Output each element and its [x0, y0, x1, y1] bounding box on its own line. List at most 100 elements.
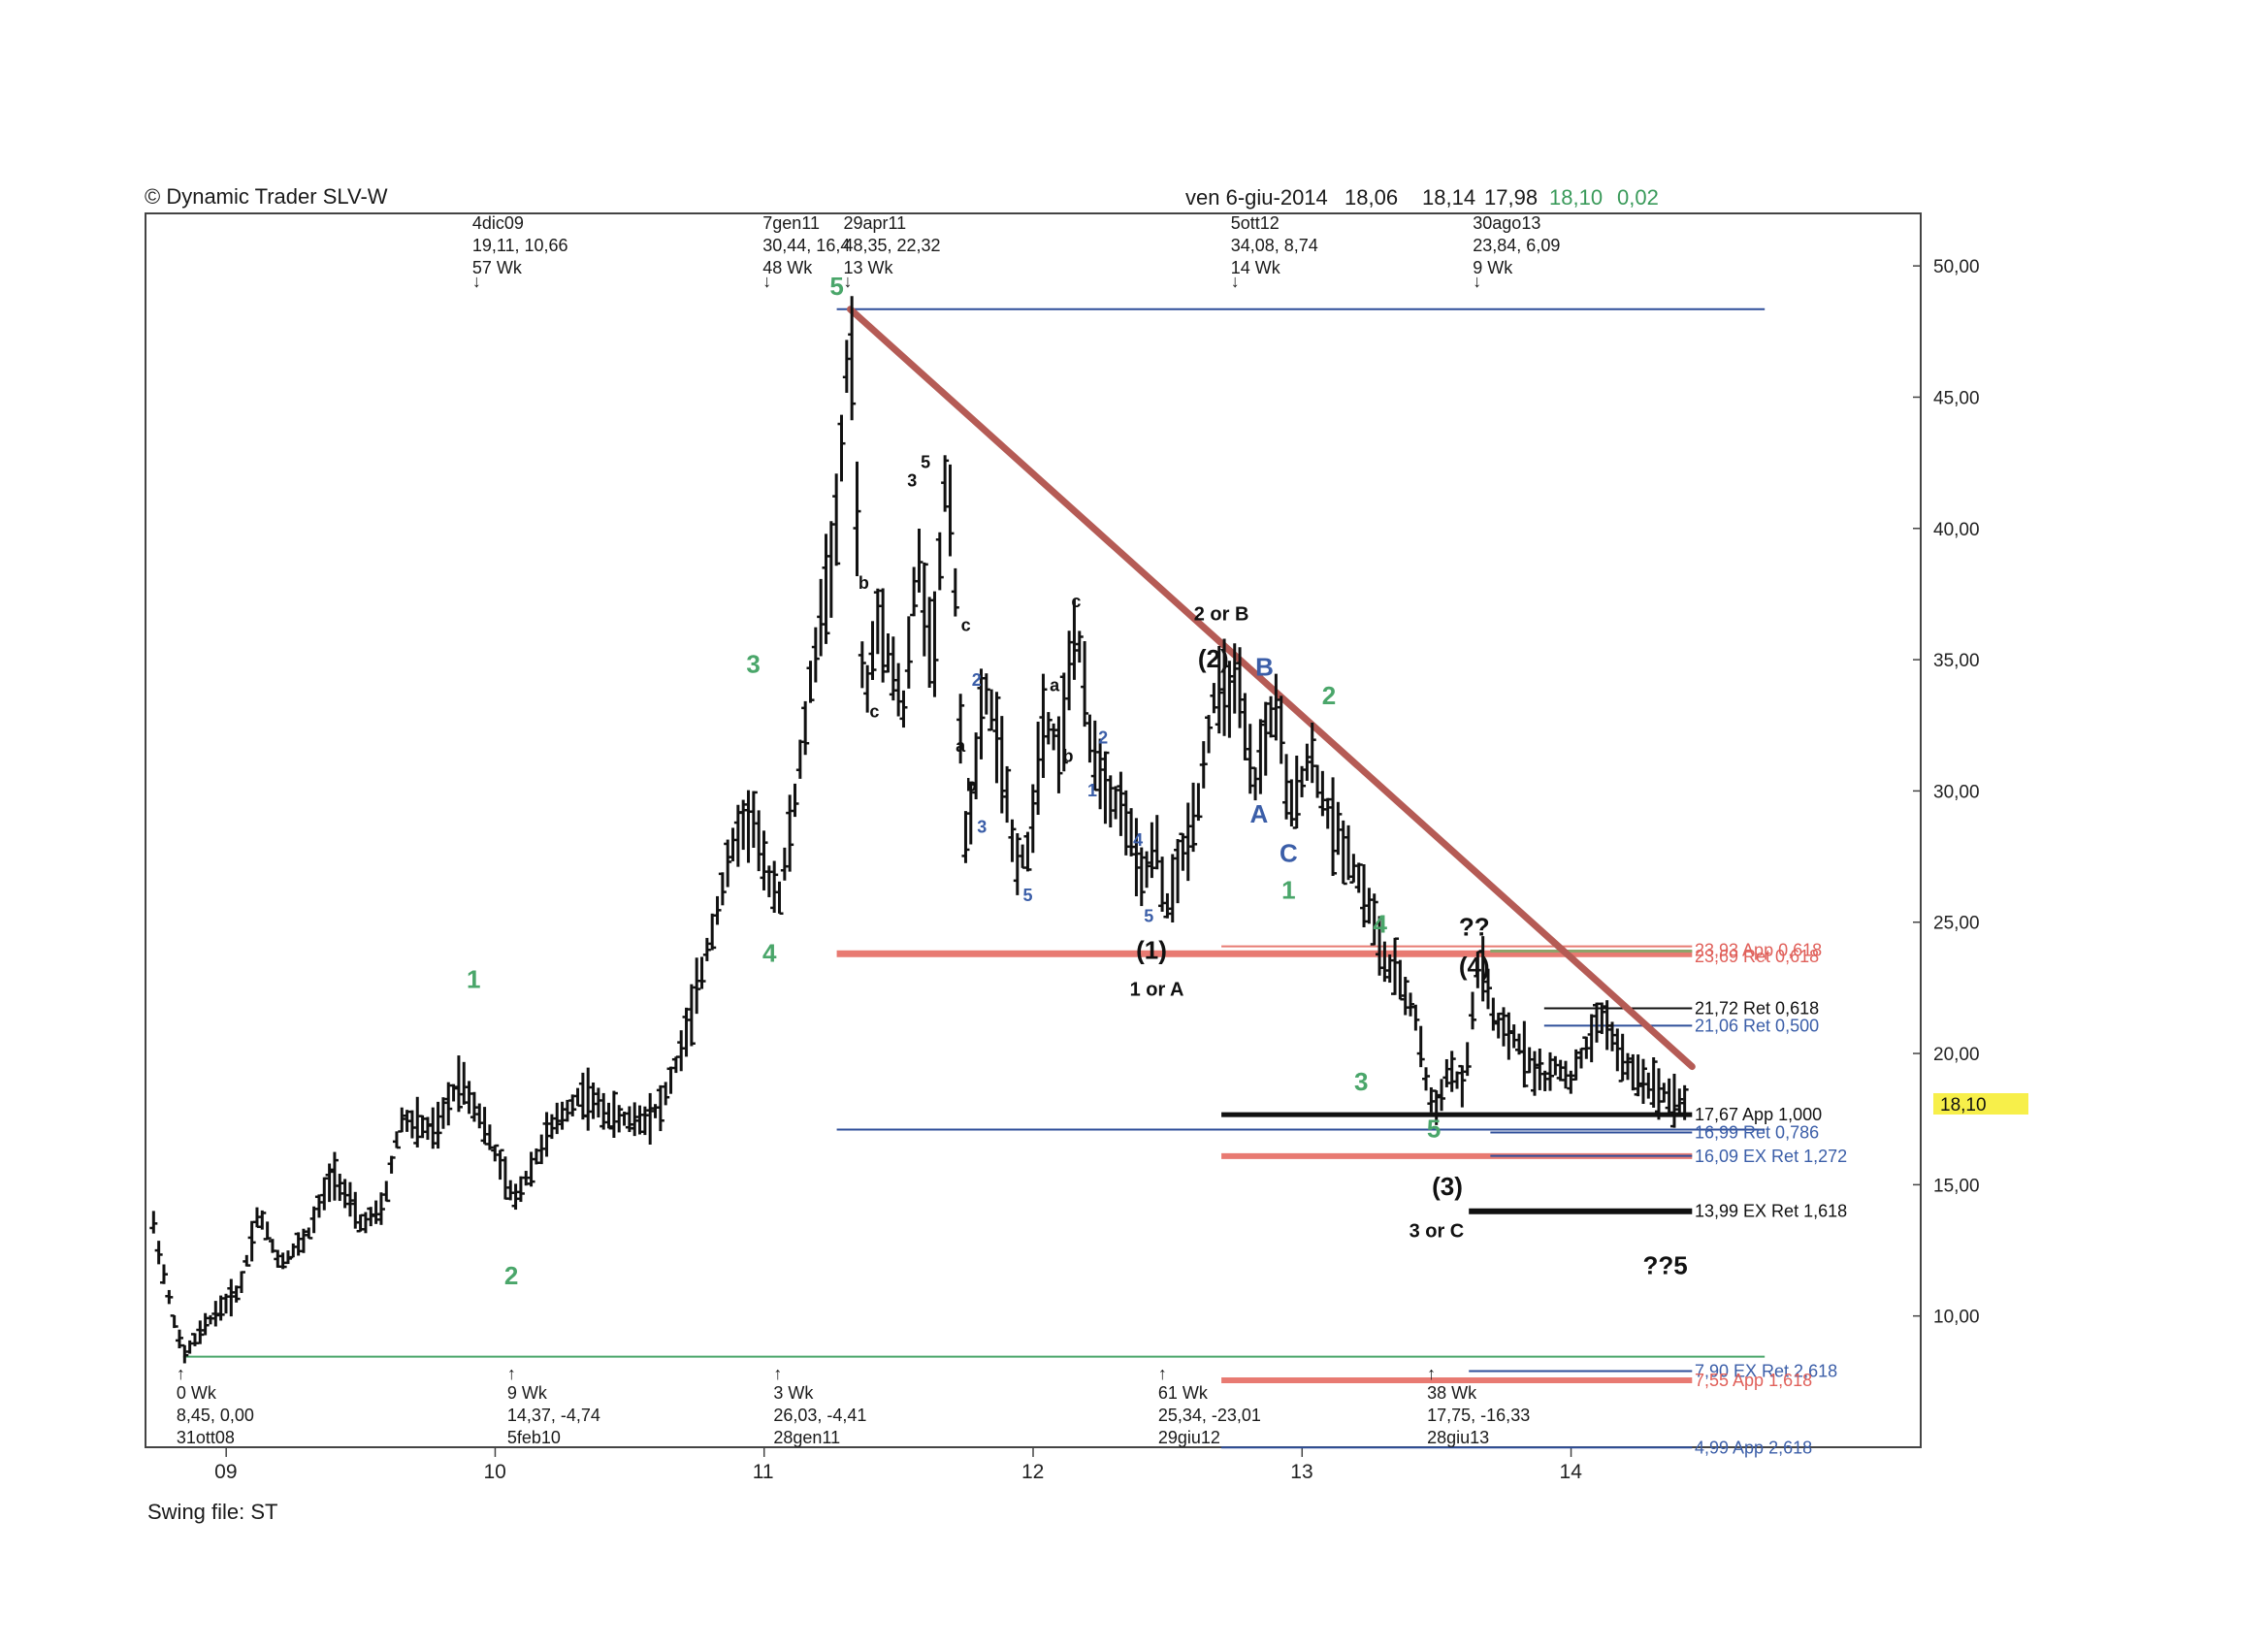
ohlc-bar	[1401, 977, 1409, 1016]
fib-level-label: 16,09 EX Ret 1,272	[1695, 1147, 1847, 1166]
ohlc-bar	[258, 1210, 267, 1230]
wave-label: 5	[1144, 907, 1153, 926]
ohlc-bar	[278, 1252, 287, 1270]
ohlc-bar	[786, 794, 794, 872]
ohlc-bar	[1531, 1051, 1539, 1096]
ohlc-bar	[656, 1084, 664, 1132]
ohlc-bar	[537, 1134, 546, 1165]
ohlc-bar	[475, 1103, 484, 1129]
ohlc-bar	[1168, 854, 1177, 922]
ohlc-bar	[1469, 991, 1477, 1030]
ohlc-bar	[992, 692, 1001, 784]
ohlc-bar	[1385, 954, 1394, 984]
ohlc-bar	[780, 847, 789, 881]
swing-arrow-down: ↓	[843, 272, 852, 291]
ohlc-bar	[620, 1112, 629, 1126]
wave-label: 5	[921, 453, 930, 472]
wave-label: (4)	[1459, 952, 1490, 981]
ohlc-bar	[196, 1320, 205, 1344]
ohlc-bar	[1680, 1084, 1689, 1120]
ohlc-bar	[201, 1312, 210, 1336]
ohlc-bar	[848, 296, 857, 421]
ohlc-bar	[1148, 822, 1156, 879]
ohlc-bar	[274, 1249, 282, 1268]
ohlc-bar	[873, 588, 882, 655]
ohlc-bar	[1380, 941, 1389, 983]
ohlc-bar	[1308, 722, 1316, 784]
ohlc-bar	[770, 860, 779, 914]
wave-label: c	[961, 615, 971, 634]
ohlc-bar	[1416, 1025, 1425, 1068]
wave-label: 3 or C	[1409, 1220, 1465, 1242]
x-tick-label: 14	[1560, 1461, 1583, 1483]
ohlc-bar	[1117, 771, 1125, 836]
ohlc-bar	[1152, 815, 1161, 870]
ohlc-bar	[832, 473, 841, 566]
ohlc-bar	[1576, 1047, 1585, 1069]
ohlc-bar	[154, 1241, 163, 1265]
y-tick-label: 30,00	[1933, 782, 1980, 802]
ohlc-bar	[1520, 1020, 1529, 1088]
ohlc-bar	[1587, 1014, 1596, 1063]
ohlc-bar	[811, 627, 820, 683]
ohlc-bar	[216, 1295, 225, 1321]
ohlc-bar	[403, 1110, 411, 1132]
ohlc-bar	[899, 690, 908, 728]
ohlc-bar	[1163, 892, 1172, 919]
ohlc-bar	[671, 1055, 680, 1074]
ohlc-bar	[1422, 1067, 1431, 1091]
ohlc-bar	[677, 1030, 686, 1072]
ohlc-bar	[826, 521, 835, 618]
ohlc-bar	[460, 1061, 469, 1105]
ohlc-bar	[1505, 1012, 1513, 1060]
ohlc-bar	[1370, 893, 1378, 946]
ohlc-bar	[491, 1144, 500, 1162]
wave-label: 2	[504, 1261, 518, 1290]
ohlc-bar	[977, 668, 986, 760]
ohlc-bar	[180, 1343, 189, 1364]
ohlc-bar	[1075, 630, 1084, 663]
ohlc-bar	[1556, 1059, 1565, 1082]
ohlc-bar	[1298, 765, 1307, 797]
swing-arrow-up: ↑	[177, 1364, 185, 1383]
ohlc-bar	[407, 1110, 416, 1139]
swing-annotation: ↑9 Wk 14,37, -4,74 5feb10	[507, 1364, 600, 1447]
ohlc-bar	[635, 1105, 644, 1135]
ohlc-bar	[946, 464, 955, 557]
ohlc-bar	[1019, 844, 1027, 869]
ohlc-bar	[340, 1179, 349, 1209]
ohlc-bar	[760, 830, 768, 890]
ohlc-bar	[1649, 1057, 1658, 1108]
wave-label: 5	[829, 272, 843, 301]
wave-label: 1	[1087, 781, 1097, 800]
header-high: 18,14	[1422, 185, 1475, 210]
ohlc-bar	[547, 1114, 556, 1140]
y-tick-label: 10,00	[1933, 1308, 1980, 1328]
last-price-tag: 18,10	[1940, 1095, 1987, 1116]
fib-level-label: 23,93 App 0,618	[1695, 941, 1822, 960]
ohlc-bar	[589, 1083, 598, 1119]
ohlc-bar	[1660, 1083, 1669, 1103]
ohlc-bar	[1438, 1079, 1446, 1112]
ohlc-bar	[1199, 741, 1208, 789]
ohlc-bar	[941, 455, 950, 512]
copyright-label: © Dynamic Trader SLV-W	[145, 184, 388, 209]
ohlc-bar	[553, 1102, 562, 1135]
ohlc-bar	[837, 414, 846, 482]
ohlc-bar	[904, 616, 913, 689]
ohlc-bar	[1618, 1033, 1627, 1083]
ohlc-bar	[465, 1081, 473, 1115]
ohlc-bar	[1603, 1000, 1611, 1051]
ohlc-bar	[1365, 888, 1374, 924]
ohlc-bar	[1391, 937, 1400, 995]
ohlc-bar	[470, 1091, 478, 1122]
ohlc-bar	[444, 1082, 453, 1126]
ohlc-bar	[889, 636, 897, 701]
header-date: ven 6-giu-2014	[1185, 185, 1328, 210]
ohlc-bar	[558, 1101, 567, 1130]
ohlc-bar	[1215, 645, 1223, 734]
ohlc-bar	[951, 567, 959, 617]
ohlc-bar	[1194, 783, 1203, 822]
